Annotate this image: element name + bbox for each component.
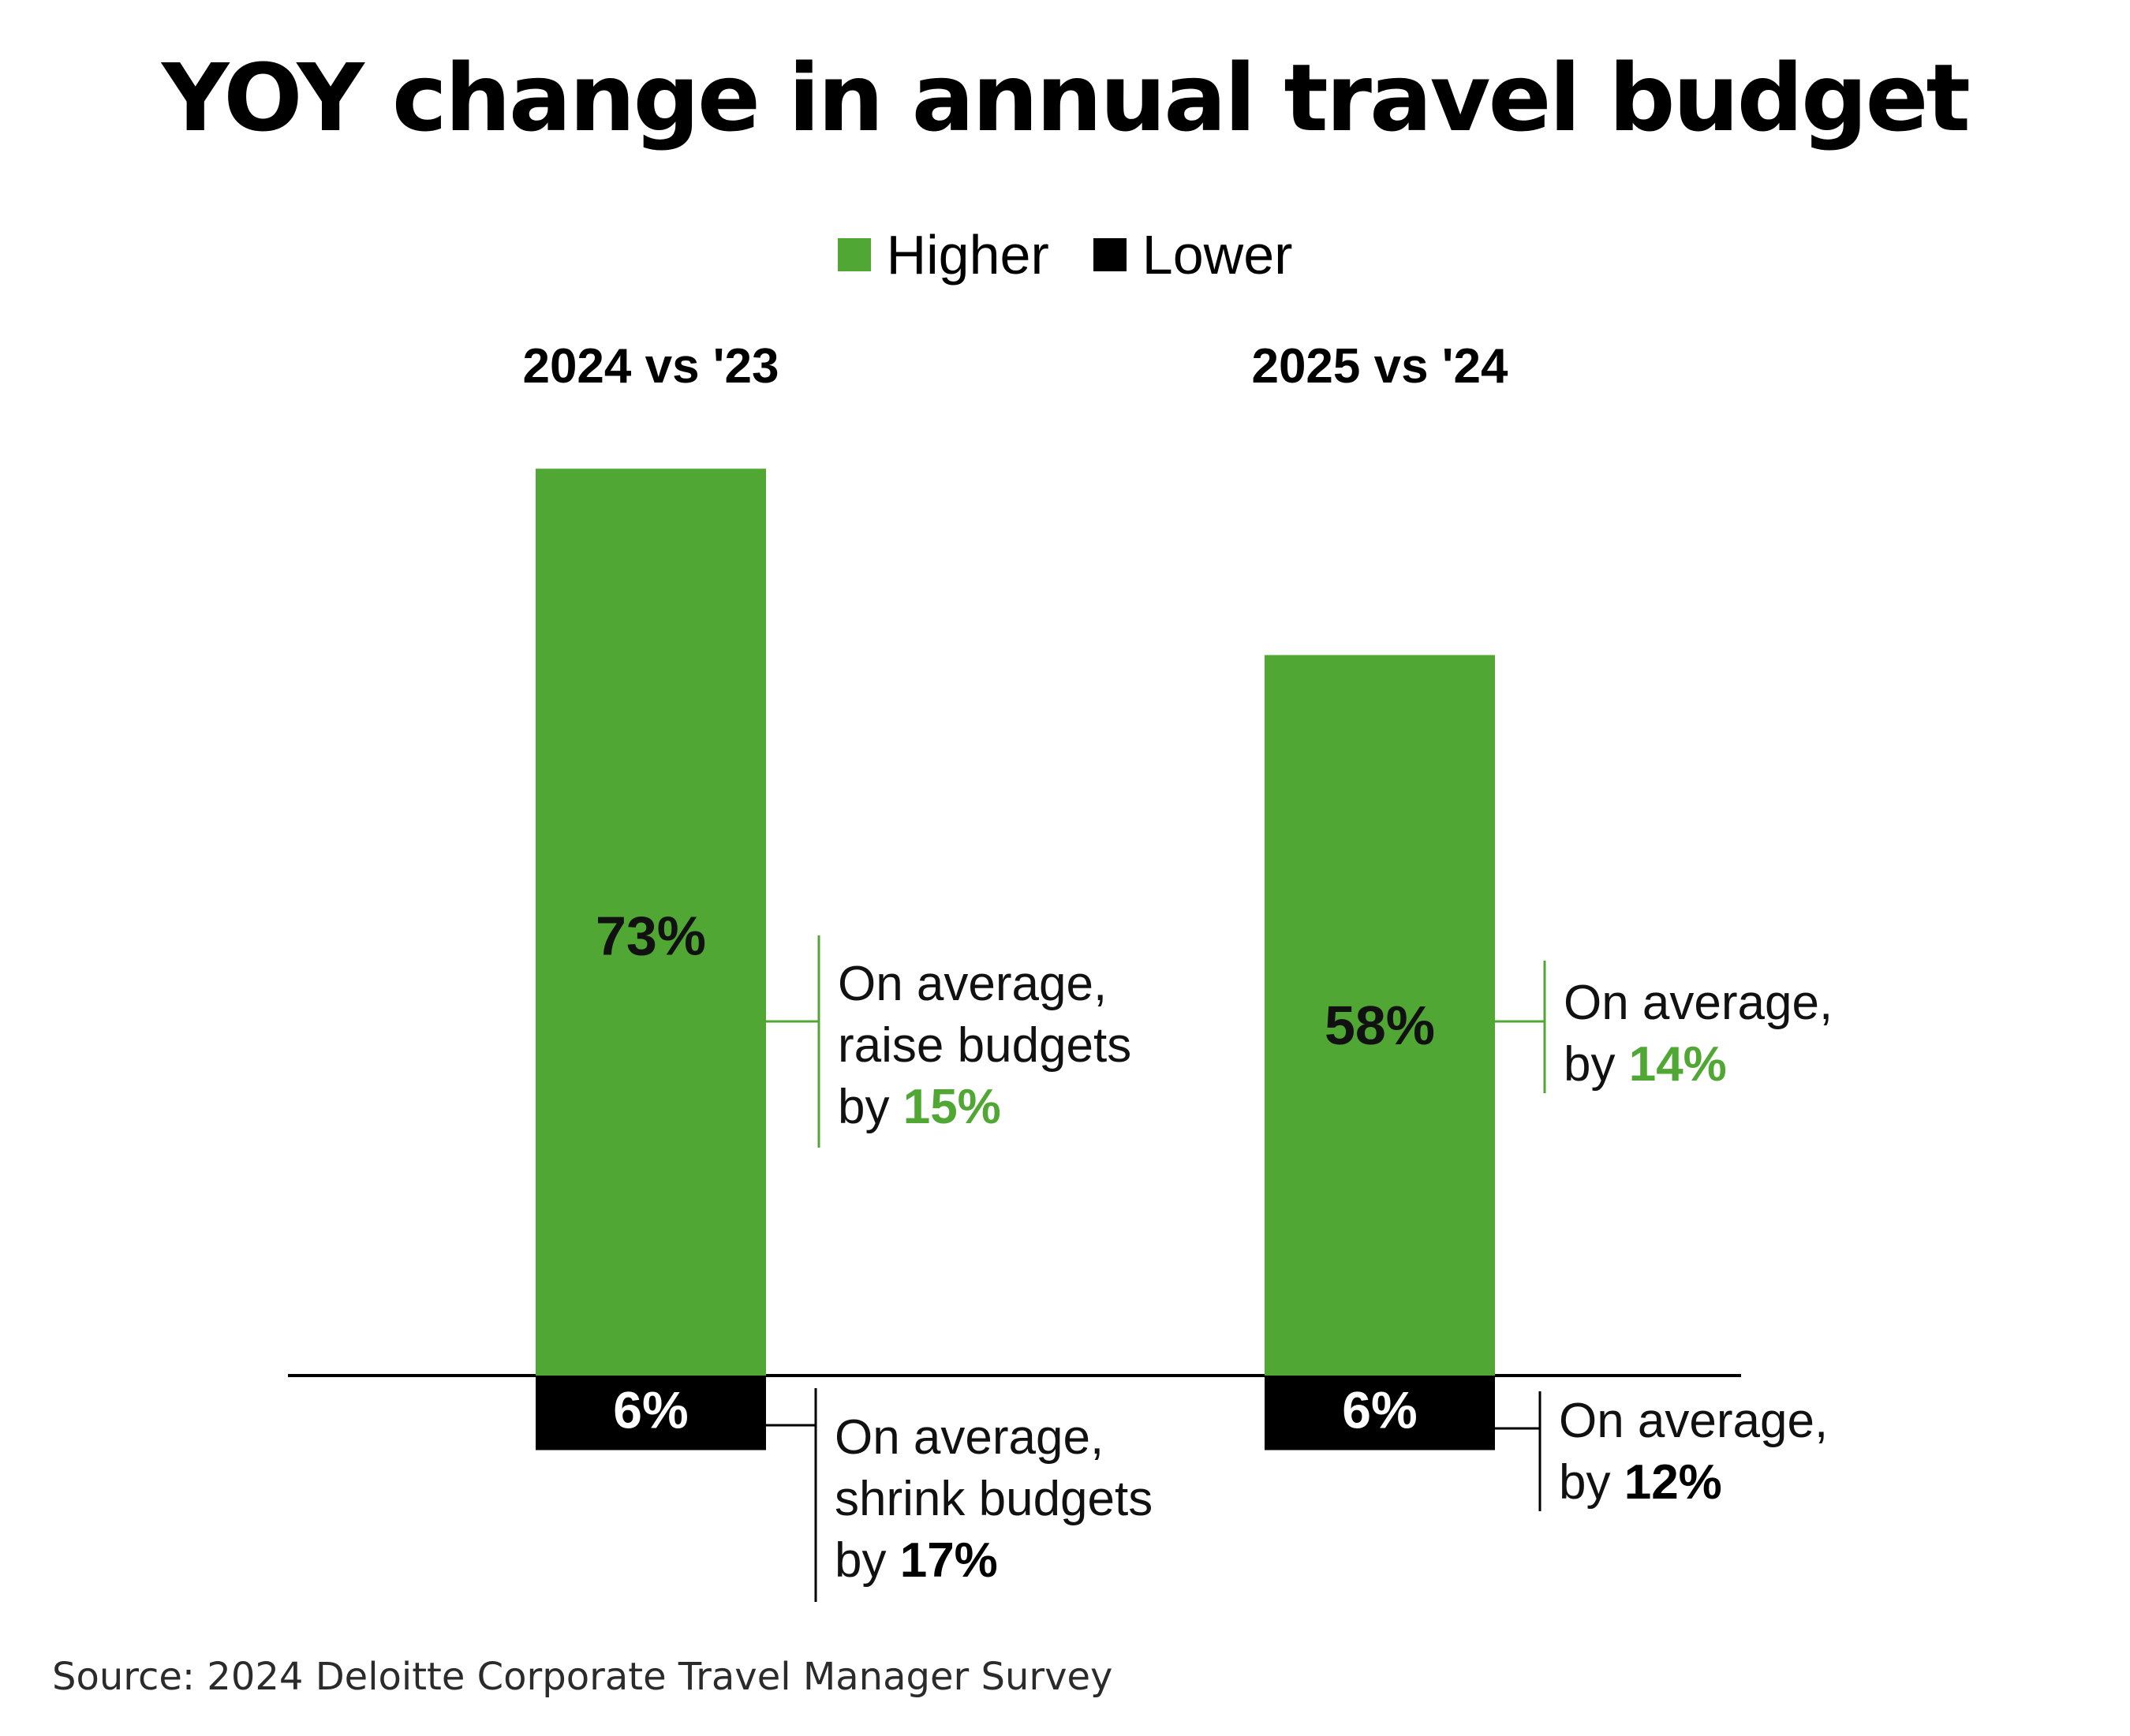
data-label-higher: 58% <box>1325 995 1435 1056</box>
legend-swatch-lower <box>1093 238 1127 271</box>
legend-item-higher: Higher <box>837 224 1049 286</box>
data-label-lower: 6% <box>1342 1381 1417 1439</box>
legend-item-lower: Lower <box>1093 224 1293 286</box>
legend: Higher Lower <box>0 227 2130 282</box>
legend-label-lower: Lower <box>1142 224 1293 286</box>
chart-title: YOY change in annual travel budget <box>162 43 1971 152</box>
bar-lower <box>536 1376 766 1450</box>
category-label: 2024 vs '23 <box>522 339 779 394</box>
annotation-value: 14% <box>1629 1037 1727 1092</box>
annotation-value: 12% <box>1624 1455 1722 1510</box>
annotation-line: raise budgets <box>838 1018 1131 1073</box>
bar-higher <box>536 469 766 1376</box>
legend-label-higher: Higher <box>886 224 1049 286</box>
annotation-line: by 12% <box>1559 1455 1722 1510</box>
annotation-line: On average, <box>838 957 1107 1011</box>
category-label: 2025 vs '24 <box>1251 339 1508 394</box>
annotation-line: On average, <box>835 1410 1104 1465</box>
annotation-line: by 14% <box>1564 1037 1727 1092</box>
annotation-line: by 17% <box>835 1533 998 1588</box>
bar-higher <box>1265 655 1495 1376</box>
annotation-line: On average, <box>1559 1394 1828 1448</box>
bar-lower <box>1265 1376 1495 1450</box>
legend-swatch-higher <box>837 238 871 271</box>
source-note: Source: 2024 Deloitte Corporate Travel M… <box>52 1655 1113 1699</box>
annotation-value: 17% <box>900 1533 998 1588</box>
annotation-line: by 15% <box>838 1080 1001 1134</box>
data-label-lower: 6% <box>613 1381 688 1439</box>
annotation-line: shrink budgets <box>835 1472 1153 1526</box>
data-label-higher: 73% <box>596 905 706 967</box>
annotation-line: On average, <box>1564 976 1833 1030</box>
annotation-value: 15% <box>903 1080 1001 1134</box>
